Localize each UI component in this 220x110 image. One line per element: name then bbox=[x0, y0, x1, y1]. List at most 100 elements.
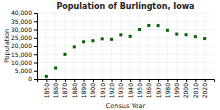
grid-line bbox=[204, 13, 205, 79]
x-tick-label: 1920 bbox=[108, 83, 115, 98]
x-tick-mark bbox=[149, 79, 150, 82]
x-tick-mark bbox=[102, 79, 103, 82]
x-tick-label: 1870 bbox=[61, 83, 68, 98]
y-tick: 5,000 bbox=[15, 67, 37, 74]
x-tick-label: 1850 bbox=[43, 83, 50, 98]
point bbox=[54, 66, 57, 69]
title: Population of Burlington, Iowa bbox=[57, 2, 195, 11]
x-tick-label: 1940 bbox=[127, 83, 134, 98]
x-tick: 2020 bbox=[201, 79, 208, 98]
x-tick-label: 1950 bbox=[136, 83, 143, 98]
y-tick-label: 0 bbox=[28, 75, 32, 82]
x-axis-title: Census Year bbox=[106, 102, 146, 110]
y-tick: 10,000 bbox=[11, 59, 37, 66]
x-tick: 1880 bbox=[71, 79, 78, 98]
grid-line bbox=[37, 70, 214, 71]
point bbox=[119, 33, 122, 36]
y-tick: 40,000 bbox=[11, 9, 37, 16]
point bbox=[166, 29, 169, 32]
x-tick: 1970 bbox=[155, 79, 162, 98]
grid bbox=[37, 13, 214, 79]
x-tick-mark bbox=[65, 79, 66, 82]
grid-line bbox=[158, 13, 159, 79]
x-tick-mark bbox=[121, 79, 122, 82]
x-tick-mark bbox=[84, 79, 85, 82]
grid-line bbox=[46, 13, 47, 79]
grid-line bbox=[37, 29, 214, 30]
x-tick-label: 2000 bbox=[182, 83, 189, 98]
x-tick-label: 1890 bbox=[80, 83, 87, 98]
x-tick-label: 2010 bbox=[192, 83, 199, 98]
x-tick: 1990 bbox=[173, 79, 180, 98]
x-tick-label: 1860 bbox=[52, 83, 59, 98]
y-tick-label: 15,000 bbox=[11, 51, 32, 58]
grid-line bbox=[111, 13, 112, 79]
x-tick: 1930 bbox=[117, 79, 124, 98]
y-tick: 20,000 bbox=[11, 42, 37, 49]
point bbox=[138, 28, 141, 31]
x-tick-mark bbox=[205, 79, 206, 82]
grid-line bbox=[83, 13, 84, 79]
x-tick: 2010 bbox=[192, 79, 199, 98]
y-tick-label: 40,000 bbox=[11, 9, 32, 16]
x-tick-mark bbox=[177, 79, 178, 82]
point bbox=[110, 38, 113, 41]
grid-line bbox=[102, 13, 103, 79]
y-tick-label: 5,000 bbox=[15, 67, 32, 74]
grid-line bbox=[176, 13, 177, 79]
x-tick-mark bbox=[195, 79, 196, 82]
x-tick: 1910 bbox=[99, 79, 106, 98]
y-axis: 05,00010,00015,000 20,00025,00030,00035,0… bbox=[11, 9, 38, 82]
x-tick-mark bbox=[167, 79, 168, 82]
grid-line bbox=[167, 13, 168, 79]
y-tick-mark bbox=[34, 54, 37, 55]
x-tick-mark bbox=[186, 79, 187, 82]
x-tick-mark bbox=[139, 79, 140, 82]
point bbox=[101, 37, 104, 40]
grid-line bbox=[37, 62, 214, 63]
y-tick: 30,000 bbox=[11, 26, 37, 33]
point bbox=[73, 45, 76, 48]
point bbox=[185, 33, 188, 36]
point bbox=[175, 33, 178, 36]
y-tick-mark bbox=[34, 46, 37, 47]
x-tick-label: 1900 bbox=[89, 83, 96, 98]
grid-line bbox=[186, 13, 187, 79]
x-tick: 1890 bbox=[80, 79, 87, 98]
x-tick-mark bbox=[158, 79, 159, 82]
x-tick-mark bbox=[112, 79, 113, 82]
grid-line bbox=[64, 13, 65, 79]
grid-line bbox=[74, 13, 75, 79]
y-tick-label: 20,000 bbox=[11, 42, 32, 49]
x-axis-line bbox=[38, 80, 215, 83]
y-tick-label: 10,000 bbox=[11, 59, 32, 66]
y-tick: 25,000 bbox=[11, 34, 37, 41]
y-tick-mark bbox=[34, 63, 37, 64]
point bbox=[129, 35, 132, 38]
y-axis-title: Population bbox=[3, 29, 11, 63]
y-tick-mark bbox=[34, 21, 37, 22]
grid-line bbox=[37, 46, 214, 47]
y-tick-label: 25,000 bbox=[11, 34, 32, 41]
point bbox=[45, 75, 48, 78]
x-tick: 1980 bbox=[164, 79, 171, 98]
grid-line bbox=[195, 13, 196, 79]
grid-line bbox=[139, 13, 140, 79]
y-tick-label: 35,000 bbox=[11, 18, 32, 25]
x-tick: 2000 bbox=[182, 79, 189, 98]
y-tick-mark bbox=[34, 71, 37, 72]
y-tick: 15,000 bbox=[11, 51, 37, 58]
grid-line bbox=[148, 13, 149, 79]
grid-line bbox=[92, 13, 93, 79]
x-tick: 1870 bbox=[61, 79, 68, 98]
y-tick: 0 bbox=[28, 75, 37, 82]
point bbox=[91, 39, 94, 42]
x-tick: 1940 bbox=[127, 79, 134, 98]
y-axis-line bbox=[34, 14, 38, 80]
point bbox=[157, 24, 160, 27]
x-tick: 1900 bbox=[89, 79, 96, 98]
grid-line bbox=[37, 37, 214, 38]
point bbox=[82, 40, 85, 43]
y-tick-mark bbox=[34, 38, 37, 39]
point bbox=[147, 24, 150, 27]
